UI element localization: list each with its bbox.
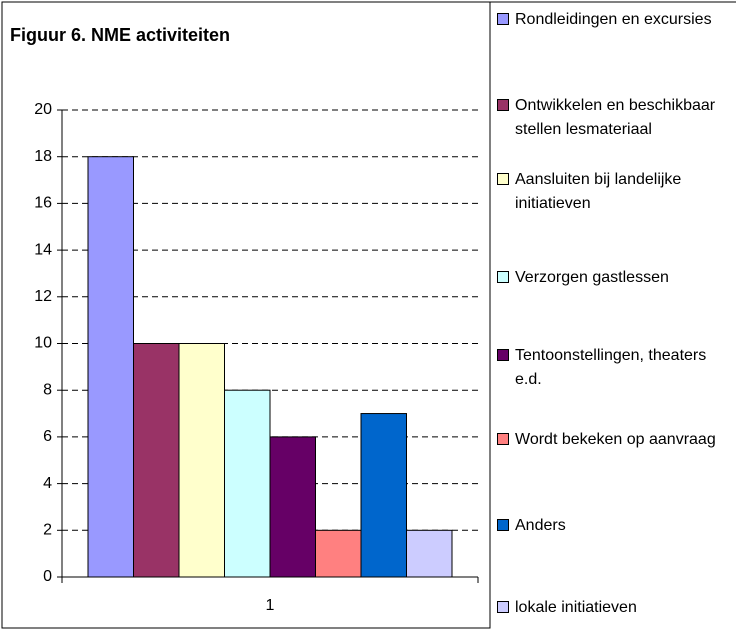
legend-label: Ontwikkelen en beschikbaar stellen lesma… — [515, 97, 716, 138]
bar — [133, 343, 180, 578]
legend-item: Wordt bekeken op aanvraag — [497, 428, 736, 452]
legend-item: Ontwikkelen en beschikbaar stellen lesma… — [497, 94, 736, 142]
legend-label: Wordt bekeken op aanvraag — [515, 431, 716, 448]
legend-swatch — [497, 271, 509, 283]
legend-item: Anders — [497, 514, 736, 538]
y-tick-label: 6 — [43, 428, 52, 445]
legend-swatch — [497, 433, 509, 445]
y-tick-label: 2 — [43, 522, 52, 539]
legend-item: lokale initiatieven — [497, 596, 736, 620]
legend-label: Verzorgen gastlessen — [515, 269, 669, 286]
y-tick-label: 0 — [43, 568, 52, 585]
legend-label: Tentoonstellingen, theaters e.d. — [515, 347, 707, 388]
bar — [224, 389, 271, 578]
y-tick-label: 8 — [43, 381, 52, 398]
bar — [406, 529, 453, 578]
bar — [178, 343, 225, 578]
legend-label: Rondleidingen en excursies — [515, 11, 712, 28]
chart-title: Figuur 6. NME activiteiten — [10, 25, 230, 45]
bar — [269, 436, 316, 578]
y-tick-label: 10 — [34, 335, 52, 352]
bar — [87, 156, 134, 578]
legend-label: Aansluiten bij landelijke initiatieven — [515, 171, 682, 212]
legend-item: Verzorgen gastlessen — [497, 266, 736, 290]
legend-swatch — [497, 13, 509, 25]
legend-item: Tentoonstellingen, theaters e.d. — [497, 344, 736, 392]
legend-label: lokale initiatieven — [515, 599, 637, 616]
legend-label: Anders — [515, 517, 566, 534]
y-tick-label: 12 — [34, 288, 52, 305]
legend-swatch — [497, 349, 509, 361]
y-tick-label: 20 — [34, 101, 52, 118]
x-tick-label: 1 — [266, 597, 275, 614]
legend-item: Rondleidingen en excursies — [497, 8, 736, 32]
y-tick-label: 18 — [34, 148, 52, 165]
legend-swatch — [497, 99, 509, 111]
y-tick-label: 14 — [34, 241, 52, 258]
bar — [360, 413, 407, 578]
legend-item: Aansluiten bij landelijke initiatieven — [497, 168, 736, 216]
y-tick-label: 16 — [34, 195, 52, 212]
y-tick-label: 4 — [43, 475, 52, 492]
legend-swatch — [497, 173, 509, 185]
bar — [315, 529, 362, 578]
legend-swatch — [497, 601, 509, 613]
legend-swatch — [497, 519, 509, 531]
